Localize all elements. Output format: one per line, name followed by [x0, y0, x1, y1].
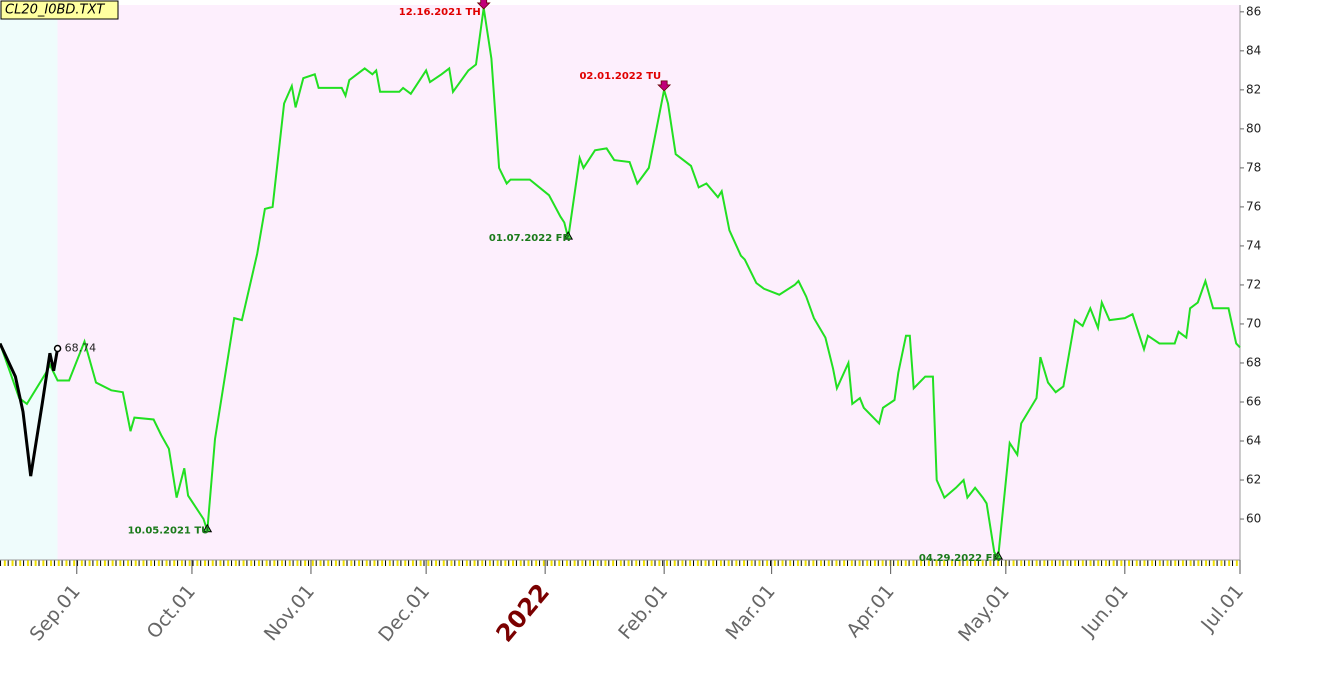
high-marker [476, 0, 491, 10]
x-tick-label: 2022 [491, 578, 555, 647]
last-value-label: 68.74 [65, 342, 97, 355]
y-tick-label: 86 [1246, 4, 1261, 18]
x-tick-label: Oct.01 [143, 581, 200, 643]
x-tick-label: May.01 [954, 581, 1014, 646]
y-tick-label: 60 [1246, 512, 1261, 526]
background-band [57, 5, 1241, 560]
y-tick-label: 68 [1246, 355, 1261, 369]
y-tick-label: 78 [1246, 160, 1261, 174]
annotation-label: 02.01.2022 TU [579, 71, 661, 82]
y-tick-label: 82 [1246, 82, 1261, 96]
annotation-label: 04.29.2022 FR [919, 553, 1001, 564]
annotation-label: 10.05.2021 TU [128, 526, 210, 537]
y-tick-label: 70 [1246, 316, 1261, 330]
x-tick-label: Jun.01 [1077, 581, 1133, 642]
y-tick-label: 84 [1246, 43, 1261, 57]
high-marker [657, 80, 672, 92]
y-tick-label: 80 [1246, 121, 1261, 135]
low-marker [993, 551, 1004, 560]
y-tick-label: 74 [1246, 238, 1261, 252]
annotation-label: 12.16.2021 TH [399, 7, 481, 18]
chart-title: CL20_I0BD.TXT [5, 3, 105, 18]
y-tick-label: 72 [1246, 277, 1261, 291]
last-value-dot [53, 344, 62, 353]
x-tick-label: Nov.01 [260, 581, 319, 646]
low-marker [202, 523, 213, 533]
x-tick-label: Mar.01 [721, 581, 779, 644]
x-tick-label: Jul.01 [1196, 581, 1248, 637]
y-tick-label: 64 [1246, 434, 1261, 448]
annotation-label: 01.07.2022 FR [489, 233, 571, 244]
y-tick-label: 76 [1246, 199, 1261, 213]
series-line [0, 7, 1241, 561]
x-tick-label: Dec.01 [374, 581, 434, 646]
x-tick-label: Feb.01 [614, 581, 672, 644]
x-tick-label: Sep.01 [26, 581, 85, 646]
title-box [0, 0, 119, 20]
y-tick-label: 62 [1246, 473, 1261, 487]
low-marker [563, 231, 574, 240]
y-tick-label: 66 [1246, 394, 1261, 408]
day-ticks [0, 560, 1240, 567]
series-line [0, 342, 60, 477]
x-tick-label: Apr.01 [842, 581, 898, 642]
background-band [0, 5, 58, 560]
